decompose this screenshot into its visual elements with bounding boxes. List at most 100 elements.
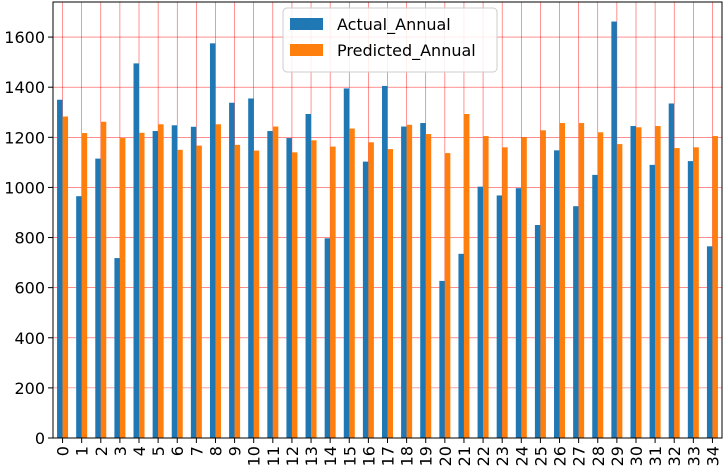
legend-swatch-actual — [290, 18, 323, 30]
bar-actual — [286, 138, 292, 438]
bar-actual — [515, 188, 522, 438]
bar-actual — [382, 85, 388, 438]
x-tick-label: 7 — [187, 446, 206, 456]
bar-actual — [305, 114, 312, 438]
y-tick-label: 1200 — [4, 128, 45, 147]
x-tick-label: 14 — [321, 446, 340, 466]
legend-label-actual: Actual_Annual — [337, 15, 451, 35]
bar-predicted — [616, 144, 623, 438]
x-tick-label: 25 — [531, 446, 550, 466]
bar-predicted — [559, 123, 566, 438]
x-tick-label: 18 — [398, 446, 417, 466]
bar-actual — [171, 125, 178, 438]
bar-actual — [190, 126, 197, 439]
bars — [57, 21, 718, 439]
bar-predicted — [406, 124, 413, 438]
x-tick-label: 3 — [111, 446, 130, 456]
bar-actual — [76, 196, 82, 438]
x-tick-label: 26 — [551, 446, 570, 466]
x-tick-label: 8 — [206, 446, 225, 456]
bar-predicted — [62, 116, 69, 439]
x-tick-label: 30 — [627, 446, 646, 466]
bar-predicted — [635, 127, 642, 438]
bar-actual — [420, 123, 426, 438]
bar-actual — [687, 161, 694, 439]
x-tick-label: 24 — [512, 446, 531, 466]
bar-actual — [362, 161, 369, 438]
bar-predicted — [540, 130, 546, 438]
bar-predicted — [463, 114, 470, 438]
x-tick-label: 2 — [92, 446, 111, 456]
bar-actual — [152, 131, 159, 439]
bar-actual — [706, 246, 713, 438]
bar-predicted — [215, 124, 221, 438]
bar-actual — [209, 43, 216, 439]
x-tick-label: 9 — [226, 446, 245, 456]
bar-actual — [229, 102, 235, 439]
x-tick-label: 32 — [665, 446, 684, 466]
x-tick-label: 28 — [589, 446, 608, 466]
bar-predicted — [349, 128, 355, 439]
bar-predicted — [272, 126, 279, 438]
y-tick-label: 600 — [14, 279, 45, 298]
x-tick-label: 1 — [73, 446, 92, 456]
bar-actual — [458, 253, 464, 438]
bar-predicted — [597, 132, 604, 439]
x-tick-label: 10 — [245, 446, 264, 466]
bar-actual — [439, 280, 445, 438]
x-tick-label: 0 — [54, 446, 73, 456]
bar-predicted — [387, 149, 393, 439]
x-tick-label: 22 — [474, 446, 493, 466]
x-tick-label: 4 — [130, 446, 149, 456]
bar-predicted — [177, 149, 183, 438]
bar-predicted — [521, 137, 527, 438]
bar-predicted — [483, 136, 489, 438]
legend-swatch-predicted — [290, 44, 323, 56]
bar-predicted — [693, 147, 699, 439]
bar-actual — [133, 63, 140, 438]
bar-actual — [534, 225, 541, 438]
bar-predicted — [674, 148, 680, 438]
bar-predicted — [330, 146, 336, 438]
bar-predicted — [291, 152, 298, 438]
x-tick-label: 19 — [417, 446, 436, 466]
x-tick-label: 29 — [608, 446, 627, 466]
bar-actual — [554, 150, 560, 439]
x-tick-label: 27 — [570, 446, 589, 466]
bar-predicted — [444, 153, 451, 438]
x-tick-label: 6 — [168, 446, 187, 456]
y-tick-label: 200 — [14, 379, 45, 398]
bar-actual — [114, 258, 120, 438]
legend: Actual_Annual Predicted_Annual — [282, 7, 498, 73]
bar-predicted — [139, 132, 145, 439]
x-tick-label: 33 — [684, 446, 703, 466]
bar-actual — [592, 174, 598, 438]
bar-actual — [496, 195, 503, 438]
legend-label-predicted: Predicted_Annual — [337, 41, 476, 61]
bar-actual — [573, 206, 579, 438]
x-tick-label: 34 — [703, 446, 722, 466]
bar-predicted — [311, 140, 317, 438]
bar-actual — [401, 126, 407, 438]
y-tick-label: 1400 — [4, 78, 45, 97]
bar-actual — [248, 98, 254, 439]
y-tick-label: 800 — [14, 229, 45, 248]
bar-actual — [649, 164, 656, 438]
bar-predicted — [158, 124, 164, 438]
bar-predicted — [712, 136, 718, 438]
x-tick-label: 17 — [379, 446, 398, 466]
bar-predicted — [196, 145, 202, 438]
bar-predicted — [655, 126, 661, 438]
bar-predicted — [368, 142, 374, 438]
bar-predicted — [234, 144, 241, 439]
bar-predicted — [100, 121, 107, 438]
x-tick-label: 15 — [340, 446, 359, 466]
y-tick-label: 400 — [14, 329, 45, 348]
bar-actual — [57, 99, 63, 439]
x-tick-label: 16 — [359, 446, 378, 466]
legend-box — [282, 7, 498, 73]
bar-predicted — [81, 133, 88, 438]
bar-actual — [668, 103, 675, 438]
